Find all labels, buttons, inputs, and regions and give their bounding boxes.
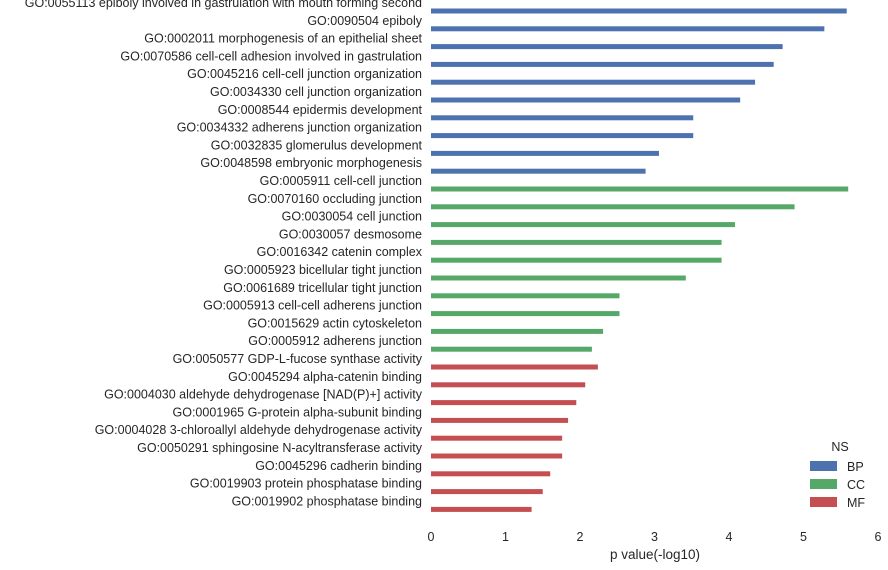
x-tick-label: 0 [428, 530, 435, 544]
category-label: GO:0048598 embryonic morphogenesis [200, 156, 422, 170]
category-label: GO:0005912 adherens junction [248, 334, 422, 348]
bar-mf [431, 506, 532, 512]
category-label: GO:0061689 tricellular tight junction [223, 281, 422, 295]
category-label: GO:0004030 aldehyde dehydrogenase [NAD(P… [104, 388, 423, 402]
category-label: GO:0005913 cell-cell adherens junction [203, 299, 422, 313]
category-label: GO:0034332 adherens junction organizatio… [177, 121, 422, 135]
category-label: GO:0070160 occluding junction [248, 192, 422, 206]
category-label: GO:0050291 sphingosine N-acyltransferase… [137, 441, 423, 455]
category-label: GO:0090504 epiboly [307, 14, 422, 28]
bar-cc [431, 204, 795, 210]
bar-cc [431, 186, 849, 192]
x-tick-label: 5 [800, 530, 807, 544]
category-label: GO:0034330 cell junction organization [210, 85, 422, 99]
bar-cc [431, 275, 686, 281]
bar-bp [431, 115, 694, 121]
bar-bp [431, 44, 783, 50]
category-label: GO:0001965 G-protein alpha-subunit bindi… [173, 405, 423, 419]
bar-bp [431, 133, 694, 139]
category-label: GO:0005923 bicellular tight junction [224, 263, 422, 277]
x-tick-label: 4 [726, 530, 733, 544]
category-labels-group: GO:0055113 epiboly involved in gastrulat… [25, 0, 423, 508]
bar-cc [431, 222, 735, 228]
x-tick-label: 3 [651, 530, 658, 544]
x-tick-label: 2 [577, 530, 584, 544]
bars-group [431, 8, 849, 512]
legend-swatch-cc [810, 479, 837, 489]
bar-cc [431, 293, 620, 299]
x-tick-label: 1 [502, 530, 509, 544]
category-label: GO:0030054 cell junction [282, 210, 422, 224]
bar-cc [431, 239, 722, 245]
category-label: GO:0016342 catenin complex [257, 245, 423, 259]
bar-cc [431, 257, 722, 263]
legend-title: NS [831, 440, 848, 454]
bar-cc [431, 328, 604, 334]
legend-label-bp: BP [847, 460, 864, 474]
legend-swatch-bp [810, 461, 837, 471]
bar-mf [431, 453, 563, 459]
category-label: GO:0002011 morphogenesis of an epithelia… [144, 32, 422, 46]
legend-swatch-mf [810, 497, 837, 507]
bar-bp [431, 79, 756, 85]
category-label: GO:0019903 protein phosphatase binding [190, 477, 422, 491]
category-label: GO:0045294 alpha-catenin binding [228, 370, 422, 384]
category-label: GO:0050577 GDP-L-fucose synthase activit… [173, 352, 423, 366]
bar-mf [431, 382, 586, 388]
x-tick-labels-group: 0 1 2 3 4 5 6 [428, 530, 882, 544]
category-label: GO:0070586 cell-cell adhesion involved i… [120, 49, 422, 63]
category-label: GO:0008544 epidermis development [218, 103, 423, 117]
bar-cc [431, 311, 620, 317]
category-label: GO:0032835 glomerulus development [211, 138, 423, 152]
category-label: GO:0015629 actin cytoskeleton [248, 316, 422, 330]
legend: NS BP CC MF [810, 440, 865, 510]
bar-bp [431, 97, 741, 103]
bar-bp [431, 8, 847, 14]
legend-label-mf: MF [847, 496, 865, 510]
legend-label-cc: CC [847, 478, 865, 492]
bar-cc [431, 346, 592, 352]
bar-mf [431, 435, 563, 441]
category-label: GO:0030057 desmosome [279, 227, 422, 241]
bar-bp [431, 26, 825, 32]
bar-mf [431, 489, 543, 495]
x-tick-label: 6 [875, 530, 882, 544]
category-label: GO:0045216 cell-cell junction organizati… [187, 67, 422, 81]
bar-mf [431, 417, 569, 423]
category-label: GO:0019902 phosphatase binding [232, 494, 422, 508]
bar-mf [431, 471, 551, 477]
bar-mf [431, 400, 577, 406]
bar-bp [431, 150, 659, 156]
category-label: GO:0004028 3-chloroallyl aldehyde dehydr… [95, 423, 423, 437]
category-label: GO:0005911 cell-cell junction [260, 174, 422, 188]
bar-bp [431, 168, 646, 174]
x-axis-title: p value(-log10) [610, 547, 700, 562]
category-label: GO:0045296 cadherin binding [255, 459, 422, 473]
category-label: GO:0055113 epiboly involved in gastrulat… [25, 0, 422, 10]
bar-bp [431, 61, 774, 67]
bar-mf [431, 364, 598, 370]
